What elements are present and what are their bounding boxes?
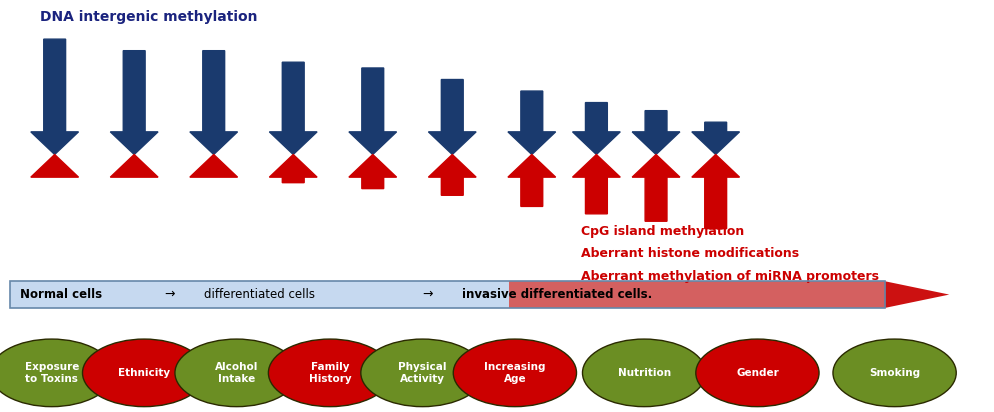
Text: differentiated cells: differentiated cells (204, 288, 315, 301)
Bar (10, 281, 885, 308)
Ellipse shape (453, 339, 577, 407)
Bar (10, 281, 509, 308)
Bar (509, 281, 885, 308)
FancyArrow shape (190, 51, 238, 154)
Ellipse shape (696, 339, 819, 407)
FancyArrow shape (632, 154, 680, 221)
Ellipse shape (268, 339, 392, 407)
Text: Nutrition: Nutrition (617, 368, 671, 378)
Ellipse shape (582, 339, 706, 407)
Text: Exposure
to Toxins: Exposure to Toxins (25, 362, 79, 384)
Text: DNA intergenic methylation: DNA intergenic methylation (40, 10, 257, 24)
FancyArrow shape (508, 91, 556, 154)
Text: →: → (422, 288, 433, 301)
Text: Increasing
Age: Increasing Age (484, 362, 546, 384)
Text: →: → (164, 288, 175, 301)
FancyArrow shape (573, 103, 620, 154)
FancyArrow shape (349, 154, 397, 189)
FancyArrow shape (573, 154, 620, 214)
FancyArrow shape (349, 68, 397, 154)
FancyArrow shape (31, 39, 79, 154)
FancyArrow shape (31, 154, 79, 177)
Text: Ethnicity: Ethnicity (118, 368, 170, 378)
Text: Normal cells: Normal cells (20, 288, 102, 301)
FancyArrow shape (428, 154, 476, 195)
Ellipse shape (361, 339, 484, 407)
Text: Physical
Activity: Physical Activity (399, 362, 446, 384)
FancyArrow shape (269, 154, 317, 183)
FancyArrow shape (110, 51, 158, 154)
FancyArrow shape (632, 111, 680, 154)
Ellipse shape (833, 339, 956, 407)
Text: Family
History: Family History (309, 362, 351, 384)
FancyArrow shape (269, 62, 317, 154)
FancyArrow shape (190, 154, 238, 177)
Text: Alcohol
Intake: Alcohol Intake (215, 362, 258, 384)
FancyArrow shape (692, 122, 740, 154)
Text: Aberrant methylation of miRNA promoters: Aberrant methylation of miRNA promoters (581, 270, 880, 283)
Text: Smoking: Smoking (869, 368, 920, 378)
Ellipse shape (0, 339, 113, 407)
FancyArrow shape (428, 80, 476, 154)
Text: invasive differentiated cells.: invasive differentiated cells. (462, 288, 652, 301)
Text: Gender: Gender (736, 368, 779, 378)
Ellipse shape (175, 339, 298, 407)
Polygon shape (885, 281, 949, 308)
FancyArrow shape (508, 154, 556, 206)
Text: CpG island methylation: CpG island methylation (581, 225, 745, 238)
Text: Aberrant histone modifications: Aberrant histone modifications (581, 247, 799, 260)
FancyArrow shape (692, 154, 740, 229)
Ellipse shape (83, 339, 206, 407)
FancyArrow shape (110, 154, 158, 177)
